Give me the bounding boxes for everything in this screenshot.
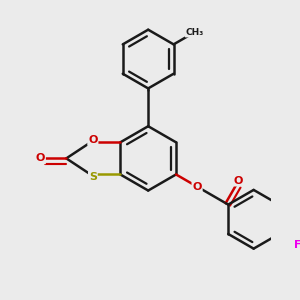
Text: O: O — [234, 176, 243, 186]
Text: S: S — [89, 172, 97, 182]
Text: O: O — [88, 135, 98, 145]
Text: O: O — [192, 182, 202, 192]
Text: CH₃: CH₃ — [185, 28, 204, 37]
Text: O: O — [36, 153, 45, 164]
Text: F: F — [294, 240, 300, 250]
